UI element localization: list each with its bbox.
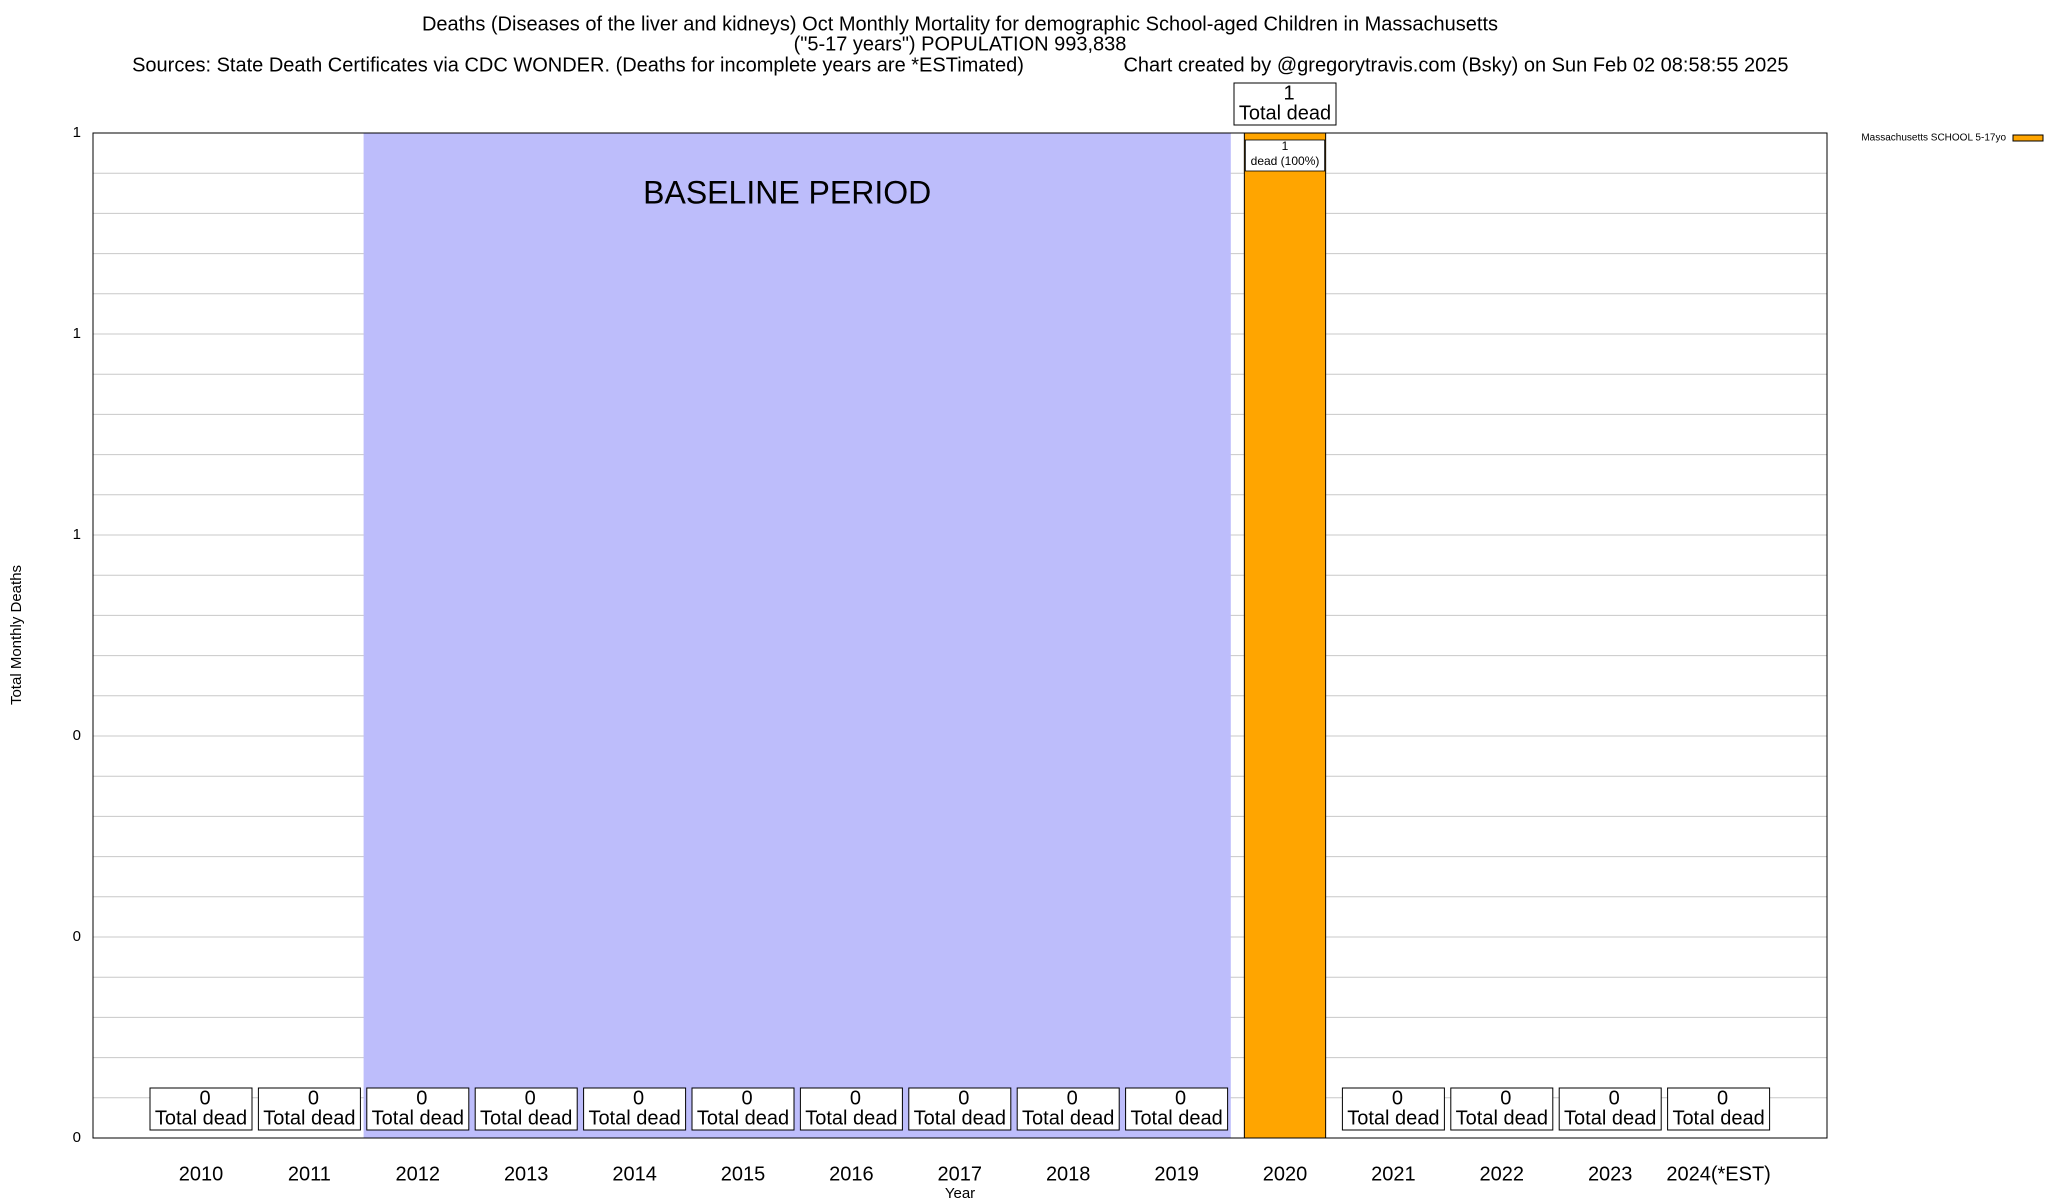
total-label: Total dead bbox=[480, 1107, 572, 1129]
y-tick-label: 0 bbox=[73, 727, 81, 744]
total-label: Total dead bbox=[588, 1107, 680, 1129]
total-label-box bbox=[908, 1087, 1012, 1131]
total-value: 0 bbox=[633, 1087, 644, 1109]
plot-frame bbox=[92, 132, 1828, 1139]
total-label-box bbox=[1125, 1087, 1229, 1131]
total-label: Total dead bbox=[914, 1107, 1006, 1129]
x-tick-label: 2014 bbox=[612, 1163, 657, 1185]
total-value: 0 bbox=[1717, 1087, 1728, 1109]
total-label-box bbox=[257, 1087, 361, 1131]
segment-label-box bbox=[1244, 139, 1326, 172]
total-value: 0 bbox=[1067, 1087, 1078, 1109]
x-tick-label: 2012 bbox=[396, 1163, 441, 1185]
x-tick-label: 2011 bbox=[288, 1163, 331, 1185]
y-tick-label: 1 bbox=[73, 124, 81, 141]
x-tick-label: 2018 bbox=[1046, 1163, 1091, 1185]
segment-value: 1 bbox=[1282, 139, 1289, 153]
source-note: Sources: State Death Certificates via CD… bbox=[132, 54, 1024, 76]
y-axis-label: Total Monthly Deaths bbox=[8, 565, 25, 705]
total-label-box bbox=[1450, 1087, 1554, 1131]
total-value: 0 bbox=[416, 1087, 427, 1109]
total-value: 0 bbox=[958, 1087, 969, 1109]
total-value: 0 bbox=[1609, 1087, 1620, 1109]
credit-note: Chart created by @gregorytravis.com (Bsk… bbox=[1123, 54, 1788, 76]
total-value: 0 bbox=[199, 1087, 210, 1109]
total-value: 0 bbox=[1500, 1087, 1511, 1109]
total-label: Total dead bbox=[1239, 102, 1331, 124]
y-tick-label: 1 bbox=[73, 526, 81, 543]
baseline-region bbox=[363, 133, 1231, 1138]
y-tick-label: 0 bbox=[73, 928, 81, 945]
total-label-box bbox=[1341, 1087, 1445, 1131]
x-tick-label: 2020 bbox=[1263, 1163, 1308, 1185]
segment-label: dead (100%) bbox=[1251, 154, 1320, 168]
total-label: Total dead bbox=[805, 1107, 897, 1129]
total-label-box bbox=[1233, 82, 1337, 126]
x-tick-label: 2022 bbox=[1480, 1163, 1525, 1185]
total-label: Total dead bbox=[1022, 1107, 1114, 1129]
legend-label: Massachusetts SCHOOL 5-17yo bbox=[1861, 133, 2006, 144]
x-tick-label: 2024(*EST) bbox=[1666, 1163, 1771, 1185]
x-tick-label: 2019 bbox=[1154, 1163, 1199, 1185]
total-label-box bbox=[1016, 1087, 1120, 1131]
total-label: Total dead bbox=[1456, 1107, 1548, 1129]
x-axis-label: Year bbox=[945, 1185, 975, 1200]
x-tick-label: 2023 bbox=[1588, 1163, 1633, 1185]
total-label-box bbox=[474, 1087, 578, 1131]
total-value: 0 bbox=[525, 1087, 536, 1109]
total-label-box bbox=[1667, 1087, 1771, 1131]
total-label-box bbox=[799, 1087, 903, 1131]
total-label: Total dead bbox=[372, 1107, 464, 1129]
total-label: Total dead bbox=[155, 1107, 247, 1129]
total-label: Total dead bbox=[697, 1107, 789, 1129]
x-tick-label: 2010 bbox=[179, 1163, 224, 1185]
total-label: Total dead bbox=[1130, 1107, 1222, 1129]
y-tick-label: 1 bbox=[73, 325, 81, 342]
legend-swatch bbox=[2012, 134, 2044, 142]
total-label: Total dead bbox=[1564, 1107, 1656, 1129]
total-value: 0 bbox=[1175, 1087, 1186, 1109]
total-label: Total dead bbox=[263, 1107, 355, 1129]
total-label-box bbox=[691, 1087, 795, 1131]
total-value: 1 bbox=[1283, 82, 1294, 104]
bar bbox=[1243, 132, 1327, 1139]
total-value: 0 bbox=[741, 1087, 752, 1109]
x-tick-label: 2017 bbox=[938, 1163, 983, 1185]
total-label-box bbox=[149, 1087, 253, 1131]
chart-title: Deaths (Diseases of the liver and kidney… bbox=[422, 13, 1498, 35]
y-tick-label: 0 bbox=[73, 1129, 81, 1146]
total-value: 0 bbox=[1392, 1087, 1403, 1109]
total-label: Total dead bbox=[1672, 1107, 1764, 1129]
x-tick-label: 2016 bbox=[829, 1163, 874, 1185]
total-label: Total dead bbox=[1347, 1107, 1439, 1129]
total-label-box bbox=[583, 1087, 687, 1131]
total-value: 0 bbox=[308, 1087, 319, 1109]
chart-subtitle: ("5-17 years") POPULATION 993,838 bbox=[794, 33, 1127, 55]
total-value: 0 bbox=[850, 1087, 861, 1109]
x-tick-label: 2013 bbox=[504, 1163, 549, 1185]
total-label-box bbox=[1558, 1087, 1662, 1131]
x-tick-label: 2015 bbox=[721, 1163, 766, 1185]
total-label-box bbox=[366, 1087, 470, 1131]
x-tick-label: 2021 bbox=[1371, 1163, 1416, 1185]
baseline-label: BASELINE PERIOD bbox=[643, 174, 931, 210]
